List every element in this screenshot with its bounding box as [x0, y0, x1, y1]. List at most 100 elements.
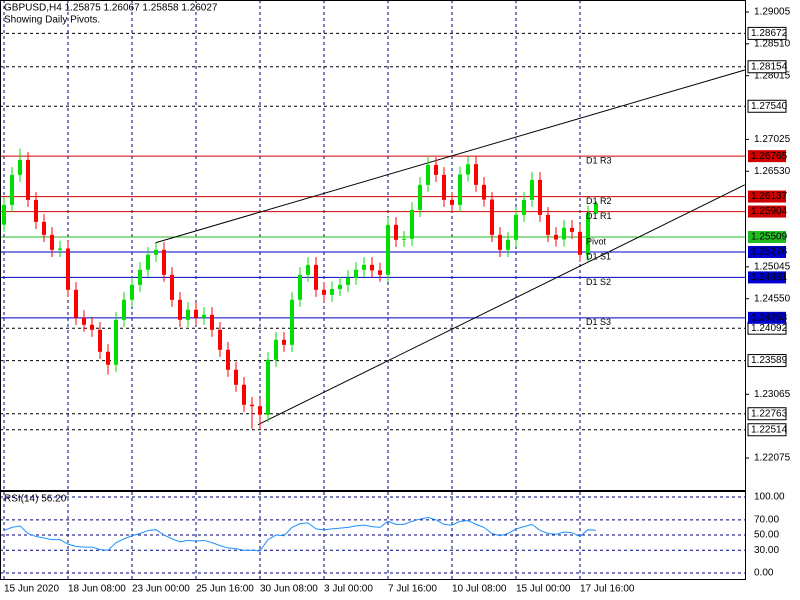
candle-body — [338, 284, 342, 290]
candle-body — [298, 274, 302, 300]
candle-body — [210, 314, 214, 330]
x-tick-label: 25 Jun 16:00 — [196, 584, 254, 595]
candle-body — [418, 184, 422, 210]
candle-body — [530, 179, 534, 200]
labels-layer: 1.29005 1.28510 1.28015 1.27025 1.26530 1.250… — [4, 7, 791, 595]
level-label: 1.24092 — [751, 323, 788, 334]
pivot-name: D1 R3 — [586, 156, 612, 166]
candle-body — [290, 299, 294, 345]
chart-title: GBPUSD,H4 1.25875 1.26067 1.25858 1.2602… — [4, 3, 218, 14]
candle-body — [58, 248, 62, 250]
trendline — [257, 184, 746, 426]
candle-body — [578, 231, 582, 255]
candle-body — [570, 227, 574, 232]
candle-body — [258, 406, 262, 415]
candle-body — [434, 164, 438, 175]
candle-body — [282, 339, 286, 345]
level-label-box — [747, 99, 787, 113]
candle-body — [554, 234, 558, 240]
rsi-tick-label: 30.00 — [754, 545, 779, 556]
candle-body — [250, 404, 254, 407]
level-label-box — [747, 423, 787, 437]
pivot-label-box — [748, 150, 786, 163]
candle-body — [354, 269, 358, 278]
candle-body — [466, 164, 470, 175]
candle-body — [450, 199, 454, 205]
x-tick-label: 7 Jul 16:00 — [388, 584, 437, 595]
pivot-label-box — [748, 205, 786, 218]
candle-body — [146, 254, 150, 270]
y-tick-label: 1.28510 — [754, 38, 791, 49]
pivot-label: 1.25276 — [751, 247, 788, 258]
candle-body — [34, 199, 38, 222]
candle-body — [426, 164, 430, 185]
x-tick-label: 10 Jul 08:00 — [452, 584, 507, 595]
pivot-label-box — [748, 230, 786, 243]
main-panel-border — [0, 0, 746, 491]
level-label-box — [747, 26, 787, 40]
pivot-label-box — [748, 271, 786, 284]
y-tick-label: 1.25045 — [754, 261, 791, 272]
rsi-line — [3, 517, 597, 552]
x-tick-label: 23 Jun 00:00 — [132, 584, 190, 595]
candle-body — [82, 317, 86, 325]
chart-subtitle: Showing Daily Pivots. — [4, 15, 100, 26]
y-tick-label: 1.26530 — [754, 166, 791, 177]
pivot-name: D1 S3 — [586, 317, 611, 327]
candle-body — [130, 284, 134, 300]
level-label: 1.22514 — [751, 424, 788, 435]
candle-body — [378, 270, 382, 275]
candle-body — [442, 174, 446, 200]
candle-body — [202, 314, 206, 318]
level-label-box — [747, 354, 787, 368]
pivot-label-box — [748, 245, 786, 258]
candle-body — [26, 159, 30, 200]
candle-body — [154, 249, 158, 255]
pivot-name: D1 R2 — [586, 196, 612, 206]
candle-body — [242, 384, 246, 405]
candle-body — [170, 274, 174, 300]
x-tick-label: 15 Jun 2020 — [4, 584, 59, 595]
rsi-panel-border — [0, 491, 746, 580]
marks-layer — [2, 69, 746, 552]
pivot-label: 1.25509 — [751, 232, 788, 243]
y-tick-label: 1.23065 — [754, 389, 791, 400]
candle-body — [218, 329, 222, 350]
rsi-title: RSI(14) 56.20 — [4, 494, 67, 505]
candle-body — [402, 238, 406, 240]
pivot-label: 1.24881 — [751, 272, 788, 283]
rsi-tick-label: 100.00 — [754, 492, 785, 503]
candle-body — [482, 184, 486, 200]
candle-body — [306, 264, 310, 275]
rsi-tick-label: 50.00 — [754, 530, 779, 541]
level-label: 1.27540 — [751, 101, 788, 112]
candle-body — [194, 309, 198, 318]
pivot-label-box — [748, 190, 786, 203]
candle-body — [410, 209, 414, 239]
candle-body — [18, 159, 22, 175]
candle-body — [162, 249, 166, 275]
x-tick-label: 15 Jul 00:00 — [516, 584, 571, 595]
candle-body — [178, 299, 182, 320]
candle-body — [266, 359, 270, 415]
candle-body — [474, 164, 478, 185]
pivot-name: D1 S2 — [586, 277, 611, 287]
candle-body — [490, 199, 494, 235]
rsi-tick-label: 0.00 — [754, 568, 774, 579]
pivot-name: D1 R1 — [586, 211, 612, 221]
trendline — [155, 69, 745, 244]
pivot-label: 1.25904 — [751, 206, 788, 217]
candle-body — [66, 248, 70, 290]
candle-body — [274, 339, 278, 360]
candle-body — [138, 269, 142, 285]
level-label: 1.22763 — [751, 408, 788, 419]
y-tick-label: 1.27025 — [754, 134, 791, 145]
candle-body — [314, 264, 318, 290]
candle-body — [50, 234, 54, 250]
candle-body — [90, 324, 94, 330]
candle-body — [226, 349, 230, 370]
